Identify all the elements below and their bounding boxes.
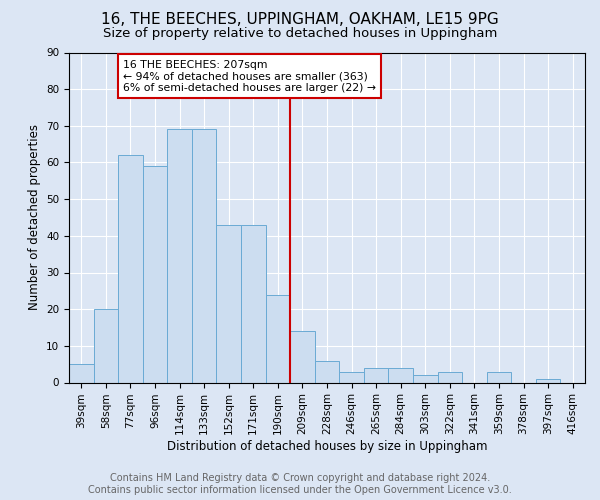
Bar <box>437 372 462 382</box>
Bar <box>94 309 118 382</box>
Bar <box>487 372 511 382</box>
X-axis label: Distribution of detached houses by size in Uppingham: Distribution of detached houses by size … <box>167 440 487 453</box>
Bar <box>118 155 143 382</box>
Bar <box>167 130 192 382</box>
Y-axis label: Number of detached properties: Number of detached properties <box>28 124 41 310</box>
Bar <box>192 130 217 382</box>
Text: 16, THE BEECHES, UPPINGHAM, OAKHAM, LE15 9PG: 16, THE BEECHES, UPPINGHAM, OAKHAM, LE15… <box>101 12 499 28</box>
Bar <box>315 360 339 382</box>
Text: 16 THE BEECHES: 207sqm
← 94% of detached houses are smaller (363)
6% of semi-det: 16 THE BEECHES: 207sqm ← 94% of detached… <box>123 60 376 93</box>
Text: Size of property relative to detached houses in Uppingham: Size of property relative to detached ho… <box>103 28 497 40</box>
Bar <box>69 364 94 382</box>
Bar <box>143 166 167 382</box>
Bar <box>217 225 241 382</box>
Bar <box>290 331 315 382</box>
Bar <box>364 368 388 382</box>
Bar <box>266 294 290 382</box>
Bar <box>536 379 560 382</box>
Text: Contains HM Land Registry data © Crown copyright and database right 2024.
Contai: Contains HM Land Registry data © Crown c… <box>88 474 512 495</box>
Bar <box>413 375 437 382</box>
Bar <box>339 372 364 382</box>
Bar <box>241 225 266 382</box>
Bar <box>388 368 413 382</box>
